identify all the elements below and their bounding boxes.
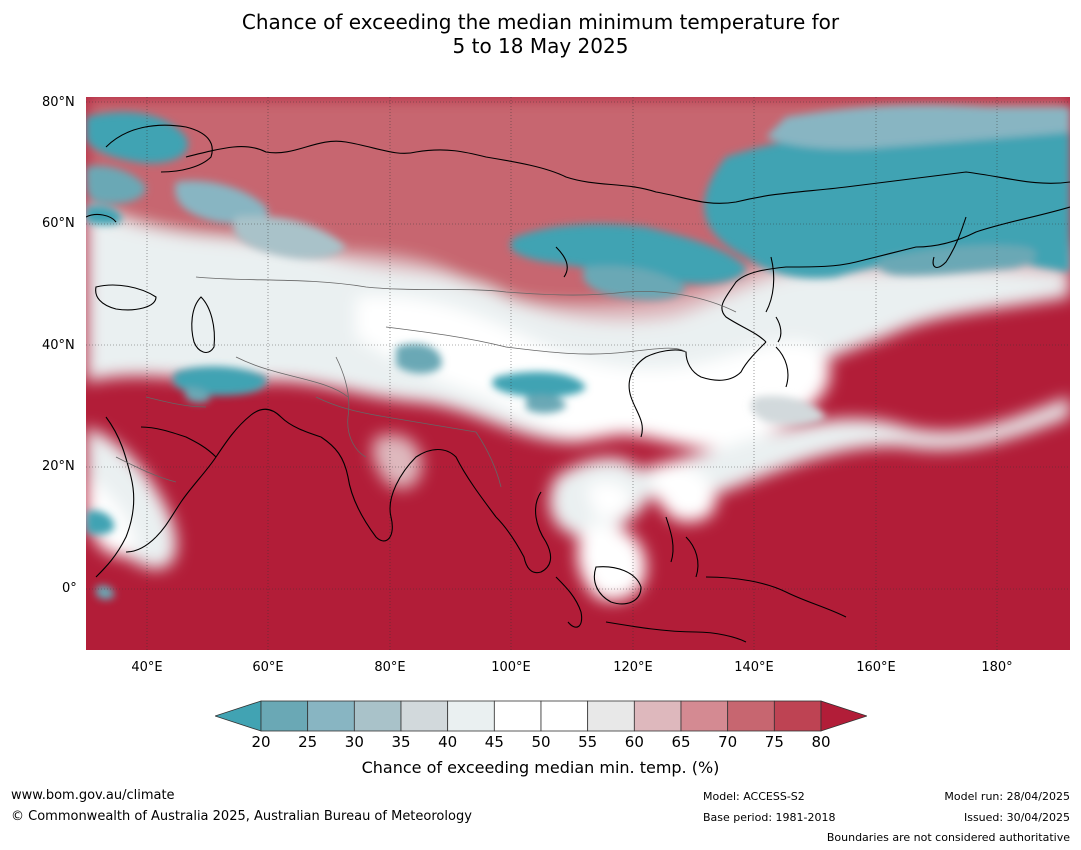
colorbar-bin-40-45	[447, 700, 495, 732]
lat-label-0: 0°	[62, 581, 77, 596]
lat-label-20n: 20°N	[42, 459, 75, 474]
colorbar-bin-20-25	[260, 700, 309, 732]
title-line-1: Chance of exceeding the median minimum t…	[241, 10, 840, 34]
footer-copyright: © Commonwealth of Australia 2025, Austra…	[11, 809, 472, 824]
map-title: Chance of exceeding the median minimum t…	[0, 10, 1081, 58]
colorbar-extend-high	[820, 700, 867, 732]
colorbar-bin-50-55	[540, 700, 589, 732]
forecast-map	[86, 97, 1070, 650]
lon-label-160e: 160°E	[856, 660, 896, 675]
lon-label-180: 180°	[981, 660, 1013, 675]
colorbar-bin-35-40	[400, 700, 449, 732]
colorbar-label: Chance of exceeding median min. temp. (%…	[361, 758, 720, 777]
colorbar-tick-55: 55	[578, 733, 598, 751]
lon-label-140e: 140°E	[734, 660, 774, 675]
title-line-2: 5 to 18 May 2025	[452, 34, 629, 58]
colorbar-extend-low	[215, 700, 262, 732]
footer-issued: Issued: 30/04/2025	[963, 811, 1070, 824]
footer-url[interactable]: www.bom.gov.au/climate	[11, 788, 175, 803]
footer-model-run: Model run: 28/04/2025	[944, 790, 1070, 803]
colorbar-tick-50: 50	[531, 733, 551, 751]
colorbar-bin-30-35	[353, 700, 402, 732]
footer-base-period: Base period: 1981-2018	[703, 811, 836, 824]
colorbar-bin-55-60	[587, 700, 635, 732]
colorbar-tick-20: 20	[251, 733, 271, 751]
lat-label-40n: 40°N	[42, 338, 75, 353]
colorbar-bin-70-75	[727, 700, 775, 732]
colorbar-tick-30: 30	[344, 733, 364, 751]
colorbar-tick-70: 70	[718, 733, 738, 751]
footer-model: Model: ACCESS-S2	[703, 790, 805, 803]
lat-label-60n: 60°N	[42, 216, 75, 231]
colorbar-tick-60: 60	[624, 733, 644, 751]
colorbar-bin-65-70	[680, 700, 729, 732]
graticule	[86, 97, 1070, 650]
footer-disclaimer: Boundaries are not considered authoritat…	[826, 831, 1070, 844]
colorbar-tick-75: 75	[764, 733, 784, 751]
colorbar-bin-45-50	[493, 700, 542, 732]
colorbar-tick-40: 40	[438, 733, 458, 751]
coastlines	[86, 124, 1070, 643]
lon-label-80e: 80°E	[374, 660, 406, 675]
colorbar-bin-75-80	[773, 700, 822, 732]
colorbar-tick-80: 80	[811, 733, 831, 751]
colorbar-bin-25-30	[307, 700, 355, 732]
colorbar-segments	[215, 700, 867, 732]
colorbar-tick-65: 65	[671, 733, 691, 751]
lat-label-80n: 80°N	[42, 95, 75, 110]
lon-label-40e: 40°E	[131, 660, 163, 675]
colorbar-tick-25: 25	[298, 733, 318, 751]
lon-label-100e: 100°E	[491, 660, 531, 675]
colorbar	[215, 700, 867, 732]
country-borders	[115, 276, 737, 488]
colorbar-bin-60-65	[633, 700, 682, 732]
colorbar-tick-45: 45	[484, 733, 504, 751]
lon-label-120e: 120°E	[613, 660, 653, 675]
lon-label-60e: 60°E	[252, 660, 284, 675]
colorbar-tick-35: 35	[391, 733, 411, 751]
